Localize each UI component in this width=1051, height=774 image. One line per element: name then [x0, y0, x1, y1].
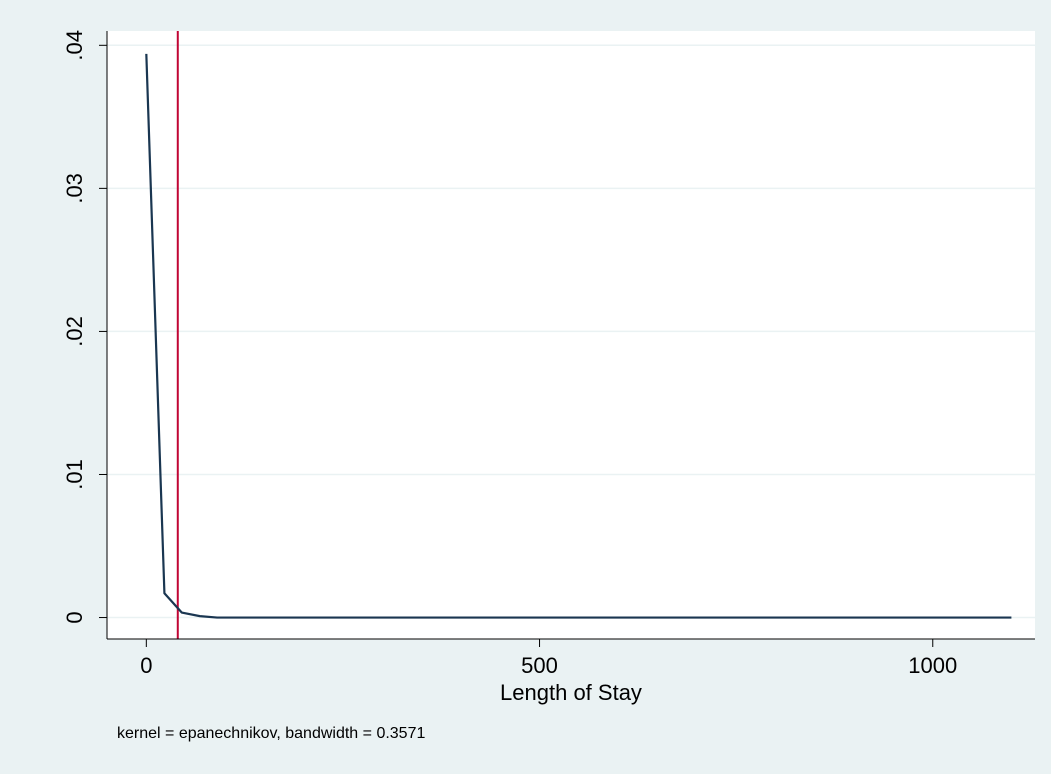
y-tick-label-2: .02: [62, 316, 87, 347]
kernel-note: kernel = epanechnikov, bandwidth = 0.357…: [117, 725, 425, 742]
y-tick-label-0: 0: [62, 611, 87, 623]
x-tick-label-1: 500: [521, 653, 558, 678]
plot-area: [107, 31, 1035, 639]
x-ticks: 0 500 1000: [140, 639, 957, 678]
y-tick-label-3: .03: [62, 173, 87, 204]
y-ticks: 0 .01 .02 .03 .04: [62, 30, 107, 624]
x-tick-label-2: 1000: [908, 653, 957, 678]
density-line-0: [145, 53, 1012, 619]
series-layer: [145, 53, 1012, 619]
x-tick-label-0: 0: [140, 653, 152, 678]
y-tick-label-4: .04: [62, 30, 87, 61]
x-axis-label: Length of Stay: [500, 680, 642, 705]
y-tick-label-1: .01: [62, 459, 87, 490]
